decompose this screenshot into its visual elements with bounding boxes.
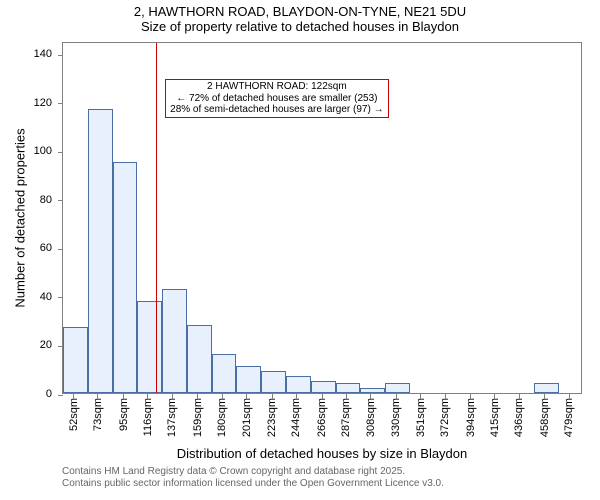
annotation-box: 2 HAWTHORN ROAD: 122sqm ← 72% of detache… [165,79,388,118]
footer-line-1: Contains HM Land Registry data © Crown c… [62,466,444,478]
xtick-mark [396,394,397,399]
xtick-label: 266sqm [316,398,328,437]
xtick-label: 95sqm [118,398,130,431]
xtick-mark [470,394,471,399]
xtick-label: 394sqm [465,398,477,437]
histogram-bar [63,327,88,393]
xtick-label: 436sqm [513,398,525,437]
xtick-mark [445,394,446,399]
xtick-mark [97,394,98,399]
plot-area: 2 HAWTHORN ROAD: 122sqm ← 72% of detache… [62,42,582,394]
xtick-mark [494,394,495,399]
ytick-label: 0 [46,388,52,400]
plot-wrap: 020406080100120140 2 HAWTHORN ROAD: 122s… [62,42,582,394]
histogram-bar [162,289,187,393]
chart-title-1: 2, HAWTHORN ROAD, BLAYDON-ON-TYNE, NE21 … [0,0,600,19]
xtick-label: 159sqm [192,398,204,437]
annotation-line-2: ← 72% of detached houses are smaller (25… [170,93,383,105]
xtick-mark [569,394,570,399]
xtick-label: 458sqm [539,398,551,437]
xtick-label: 116sqm [142,398,154,436]
xtick-mark [420,394,421,399]
xtick-label: 372sqm [439,398,451,437]
xtick-mark [246,394,247,399]
histogram-bar [311,381,336,393]
xtick-mark [346,394,347,399]
histogram-bar [534,383,559,393]
xtick-mark [544,394,545,399]
xtick-mark [519,394,520,399]
ytick-label: 140 [34,48,52,60]
ytick-mark [58,346,63,347]
xtick-label: 287sqm [340,398,352,437]
xtick-mark [172,394,173,399]
xtick-mark [322,394,323,399]
ytick-label: 100 [34,145,52,157]
xtick-label: 180sqm [216,398,228,437]
histogram-bar [360,388,385,393]
xtick-label: 73sqm [92,398,104,431]
footer-line-2: Contains public sector information licen… [62,478,444,490]
ytick-label: 40 [40,291,52,303]
ytick-label: 120 [34,97,52,109]
xtick-label: 52sqm [68,398,80,431]
histogram-bar [187,325,212,393]
xtick-mark [296,394,297,399]
footer: Contains HM Land Registry data © Crown c… [62,466,444,490]
ytick-mark [58,395,63,396]
x-axis-label: Distribution of detached houses by size … [177,446,468,461]
xtick-label: 223sqm [266,398,278,437]
histogram-bar [385,383,410,393]
ytick-label: 20 [40,339,52,351]
xtick-label: 201sqm [241,398,253,437]
annotation-line-3: 28% of semi-detached houses are larger (… [170,104,383,116]
ytick-mark [58,297,63,298]
histogram-bar [212,354,237,393]
xtick-label: 415sqm [489,398,501,437]
xtick-mark [370,394,371,399]
xtick-mark [73,394,74,399]
ytick-label: 60 [40,242,52,254]
ytick-mark [58,152,63,153]
xtick-mark [197,394,198,399]
ytick-mark [58,103,63,104]
xtick-label: 330sqm [390,398,402,437]
xtick-label: 351sqm [415,398,427,437]
histogram-bar [113,162,138,393]
histogram-bar [137,301,162,393]
histogram-bar [88,109,113,393]
xtick-label: 479sqm [563,398,575,437]
ytick-mark [58,200,63,201]
histogram-bar [336,383,361,393]
xtick-mark [147,394,148,399]
xtick-mark [272,394,273,399]
xtick-label: 137sqm [166,398,178,437]
xtick-label: 308sqm [365,398,377,437]
histogram-bar [261,371,286,393]
xtick-mark [123,394,124,399]
xtick-label: 244sqm [290,398,302,437]
ytick-mark [58,249,63,250]
ytick-label: 80 [40,194,52,206]
annotation-line-1: 2 HAWTHORN ROAD: 122sqm [170,81,383,93]
chart-container: 2, HAWTHORN ROAD, BLAYDON-ON-TYNE, NE21 … [0,0,600,500]
histogram-bar [286,376,311,393]
y-axis-label: Number of detached properties [13,128,28,307]
chart-title-2: Size of property relative to detached ho… [0,19,600,34]
ytick-mark [58,55,63,56]
reference-line [156,43,157,393]
xtick-mark [222,394,223,399]
histogram-bar [236,366,261,393]
